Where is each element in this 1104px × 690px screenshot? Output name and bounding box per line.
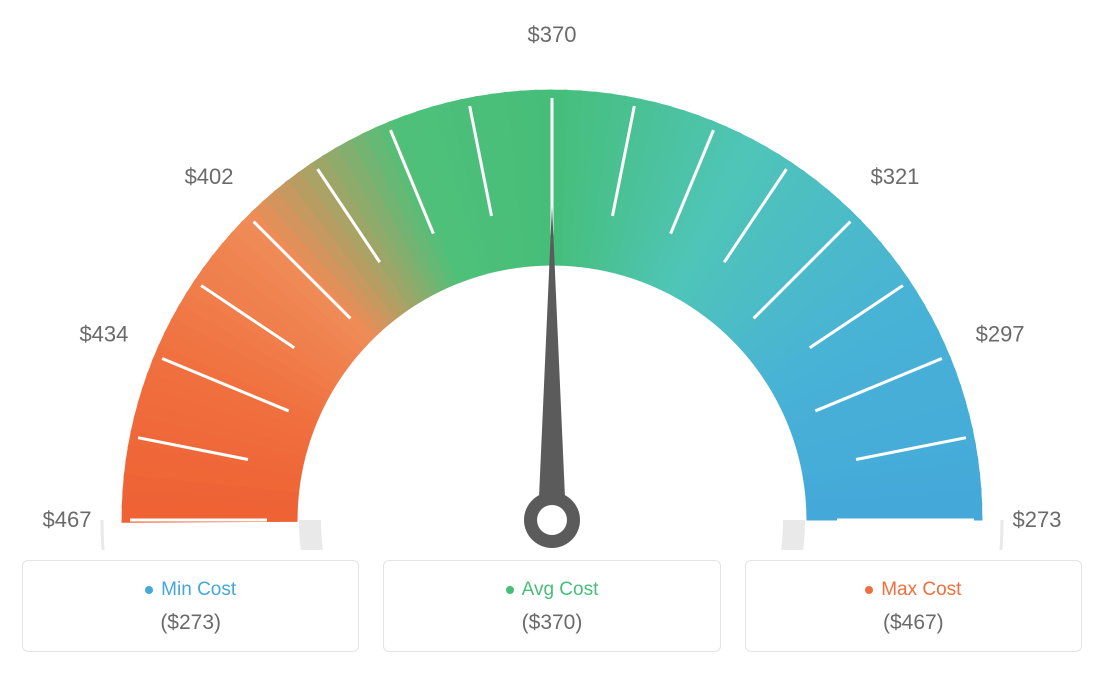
legend-row: Min Cost ($273) Avg Cost ($370) Max Cost… [22,560,1082,652]
gauge-tick-label: $370 [528,22,577,47]
legend-value-avg: ($370) [384,611,719,635]
legend-label-max: Max Cost [881,579,961,601]
legend-label-avg: Avg Cost [522,579,599,601]
legend-card-avg: Avg Cost ($370) [383,560,720,652]
gauge-tick-label: $297 [976,321,1025,346]
cost-gauge-chart: $273 $297 $321 $370 $402 $434 $467 [22,20,1082,550]
legend-dot-avg [506,586,514,594]
legend-card-min: Min Cost ($273) [22,560,359,652]
legend-value-max: ($467) [746,611,1081,635]
legend-label-min: Min Cost [161,579,236,601]
gauge-tick-label: $434 [79,321,128,346]
gauge-tick-label: $467 [43,507,92,532]
legend-value-min: ($273) [23,611,358,635]
legend-card-max: Max Cost ($467) [745,560,1082,652]
gauge-tick-label: $402 [185,164,234,189]
legend-dot-max [865,586,873,594]
gauge-tick-label: $321 [870,164,919,189]
legend-dot-min [145,586,153,594]
gauge-svg: $273 $297 $321 $370 $402 $434 $467 [22,20,1082,550]
gauge-tick-label: $273 [1013,507,1062,532]
